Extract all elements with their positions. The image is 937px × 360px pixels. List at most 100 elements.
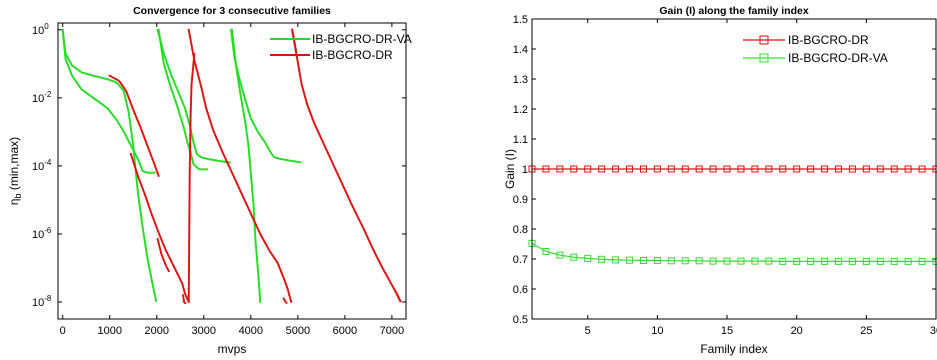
x-axis-label: Family index — [700, 342, 767, 356]
data-point-marker — [723, 165, 731, 173]
data-point — [192, 59, 195, 62]
data-point — [187, 30, 191, 33]
x-tick-label: 25 — [860, 325, 872, 337]
data-point — [202, 95, 205, 98]
data-point — [200, 168, 204, 171]
data-point — [188, 226, 191, 229]
data-point — [239, 91, 242, 94]
data-point-marker — [667, 257, 675, 265]
data-point — [136, 190, 139, 193]
data-point — [61, 30, 64, 33]
y-tick-base: 10 — [32, 25, 44, 37]
data-point — [231, 32, 234, 35]
data-point — [191, 74, 194, 78]
data-point — [236, 75, 239, 79]
data-point — [250, 183, 253, 186]
data-point — [300, 82, 303, 85]
data-point — [252, 209, 255, 212]
data-point — [244, 126, 248, 129]
data-point — [243, 116, 246, 119]
data-point — [138, 202, 141, 205]
data-point — [144, 244, 147, 247]
data-point — [143, 236, 146, 239]
data-point — [188, 224, 191, 227]
x-tick-label: 10 — [651, 325, 663, 337]
data-point — [253, 229, 257, 232]
data-point — [231, 37, 235, 40]
data-point — [235, 70, 239, 74]
data-point — [188, 207, 191, 210]
data-point — [239, 92, 242, 95]
data-point — [245, 133, 248, 136]
data-point — [188, 251, 191, 254]
plot-frame — [57, 22, 407, 320]
legend-label-dr: IB-BGCRO-DR — [312, 48, 393, 62]
data-point — [245, 129, 248, 132]
data-point — [123, 94, 127, 98]
data-point — [189, 108, 192, 111]
data-point-marker — [542, 165, 550, 173]
data-point — [154, 296, 157, 299]
data-point — [130, 131, 133, 134]
data-point-marker — [681, 165, 689, 173]
series-dr-curve-2 — [187, 28, 293, 303]
data-point-marker — [779, 165, 787, 173]
data-point — [123, 91, 126, 94]
data-point — [218, 159, 221, 163]
data-point-marker — [584, 254, 592, 262]
data-point-marker — [793, 257, 801, 265]
data-point — [189, 100, 193, 103]
data-point — [146, 256, 149, 259]
data-point — [188, 214, 191, 217]
data-point — [242, 111, 245, 114]
data-point — [191, 158, 194, 161]
data-point-marker — [904, 165, 912, 173]
data-point — [295, 55, 298, 58]
data-point — [238, 89, 241, 92]
data-point — [200, 86, 203, 89]
data-point — [237, 84, 241, 87]
legend-label-va: IB-BGCRO-DR-VA — [312, 32, 412, 46]
data-point — [221, 160, 224, 163]
data-point — [157, 239, 160, 242]
data-point — [152, 286, 155, 289]
data-point — [153, 294, 157, 297]
data-point-marker — [626, 256, 634, 264]
y-tick-label: 0.8 — [513, 224, 528, 236]
data-point — [159, 42, 162, 45]
data-point — [140, 216, 143, 219]
data-point — [189, 119, 192, 122]
data-point — [188, 217, 191, 220]
data-point — [62, 38, 65, 42]
data-point — [256, 261, 259, 264]
data-point — [234, 59, 237, 62]
data-point — [251, 199, 255, 202]
data-point — [250, 178, 253, 181]
data-point — [275, 156, 279, 160]
y-tick-label: 10-4 — [32, 158, 52, 173]
data-point — [298, 72, 301, 75]
data-point — [148, 268, 151, 271]
data-point — [244, 121, 247, 124]
x-tick-label: 1000 — [97, 325, 121, 337]
data-point — [189, 134, 192, 137]
data-point-marker — [834, 165, 842, 173]
data-point — [132, 143, 135, 146]
data-point — [189, 102, 193, 105]
data-point — [147, 264, 151, 267]
data-point — [251, 187, 254, 190]
data-point — [140, 217, 143, 220]
data-point-marker — [723, 257, 731, 265]
data-point — [145, 251, 148, 254]
data-point — [294, 48, 297, 51]
data-point — [187, 295, 190, 298]
data-point — [248, 154, 251, 158]
data-point — [100, 76, 103, 79]
y-tick-label: 1.3 — [513, 74, 528, 86]
data-point — [135, 177, 138, 180]
series-line-va — [531, 242, 936, 262]
data-point — [297, 65, 300, 68]
data-point — [192, 63, 195, 66]
data-point — [232, 47, 236, 50]
data-point — [188, 154, 192, 157]
